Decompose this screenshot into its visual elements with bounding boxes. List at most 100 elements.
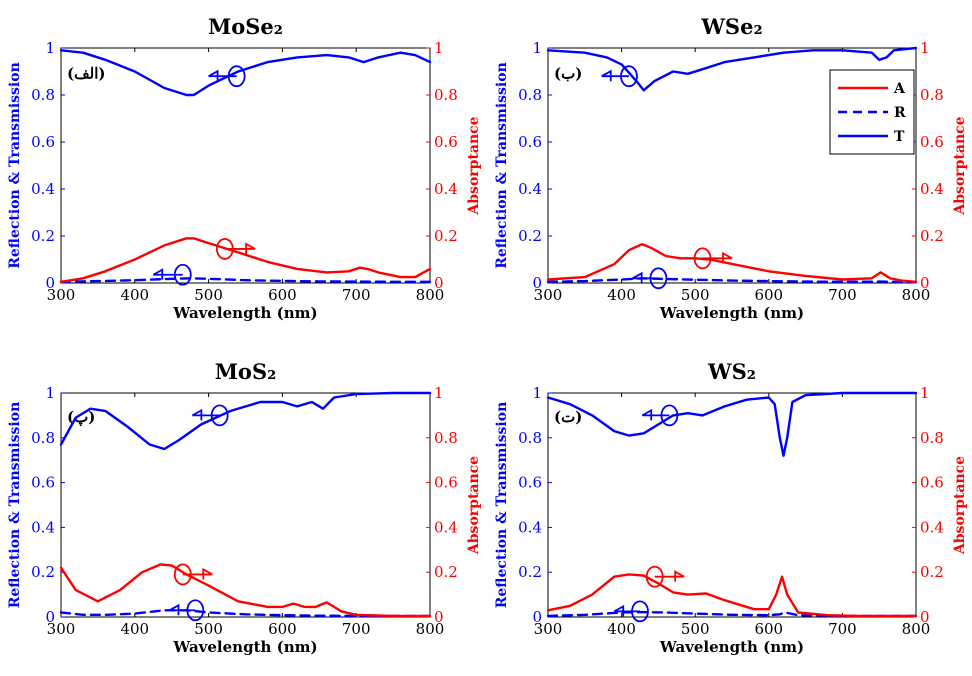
x-axis-label: Wavelength (nm) [659,304,804,322]
y-axis-label-left: Reflection & Transmission [494,402,510,608]
y2-tick-label: 1 [434,384,444,402]
y-tick-label: 0 [532,274,542,292]
annotation-arrowhead-T [641,408,653,421]
annotation-arrowhead-T [191,408,203,421]
chart-title: MoS₂ [215,359,277,384]
chart-title: WS₂ [707,359,756,384]
y-axis-label-right: Absorptance [952,456,968,555]
y-tick-label: 0.4 [31,180,55,198]
y2-tick-label: 0.4 [434,518,458,536]
x-tick-label: 500 [194,620,223,638]
x-tick-label: 400 [607,620,636,638]
x-tick-label: 400 [607,286,636,304]
chart-title: MoSe₂ [208,14,283,39]
series-line-A [59,563,432,618]
plot-frame [547,47,917,284]
x-tick-label: 700 [828,286,857,304]
x-tick-label: 500 [194,286,223,304]
panel-label: (الف) [67,65,105,83]
y-tick-label: 0 [532,608,542,626]
series-line-T [59,49,432,97]
panel-label: (ب) [554,65,582,83]
y-tick-label: 0.6 [31,133,55,151]
x-axis-label: Wavelength (nm) [172,304,317,322]
y2-tick-label: 0.2 [434,227,458,245]
y2-tick-label: 0.4 [920,180,944,198]
y-tick-label: 0.6 [518,474,542,492]
legend-label-R: R [894,105,906,121]
y-tick-label: 0.4 [31,518,55,536]
x-tick-label: 300 [47,620,76,638]
series-line-R [59,609,432,618]
y2-tick-label: 0.4 [920,518,944,536]
y2-tick-label: 0.2 [920,227,944,245]
y-tick-label: 1 [532,384,542,402]
annotation-arrowhead-A [245,242,256,254]
x-axis-label: Wavelength (nm) [172,638,317,656]
x-tick-label: 600 [268,620,297,638]
y2-tick-label: 0.8 [920,429,944,447]
x-tick-label: 700 [342,286,371,304]
y2-tick-label: 0.8 [920,86,944,104]
x-tick-label: 300 [47,286,76,304]
y2-tick-label: 0 [434,274,444,292]
annotation-arrowhead-A [674,570,685,582]
chart-title: WSe₂ [700,14,762,39]
x-tick-label: 800 [416,286,445,304]
y-tick-label: 1 [45,384,55,402]
y2-tick-label: 0.2 [920,563,944,581]
y-tick-label: 0.8 [518,86,542,104]
x-tick-label: 600 [754,286,783,304]
y-tick-label: 0.8 [31,429,55,447]
annotation-arrowhead-R [613,604,625,617]
x-tick-label: 600 [268,286,297,304]
annotation-arrowhead-R [632,271,643,284]
x-tick-label: 800 [902,286,931,304]
y2-tick-label: 0.8 [434,86,458,104]
series-line-T [546,391,918,457]
x-tick-label: 500 [681,620,710,638]
y-tick-label: 0.2 [518,563,542,581]
y2-tick-label: 0.2 [434,563,458,581]
x-tick-label: 700 [342,620,371,638]
annotation-arrowhead-T [601,69,612,82]
y-tick-label: 1 [45,39,55,57]
legend-label-A: A [893,81,906,97]
y2-tick-label: 0.6 [434,474,458,492]
annotation-arrowhead-R [152,268,164,280]
x-tick-label: 700 [828,620,857,638]
series-line-R [59,277,432,283]
y-tick-label: 0.2 [31,563,55,581]
x-tick-label: 500 [681,286,710,304]
y-axis-label-left: Reflection & Transmission [7,402,23,608]
x-tick-label: 600 [754,620,783,638]
y2-tick-label: 0 [434,608,444,626]
x-tick-label: 800 [416,620,445,638]
annotation-arrowhead-R [169,603,180,616]
x-tick-label: 400 [120,620,149,638]
y-tick-label: 0.4 [518,518,542,536]
y2-tick-label: 1 [920,39,930,57]
y-tick-label: 0.4 [518,180,542,198]
y2-tick-label: 0.6 [920,133,944,151]
y-tick-label: 1 [532,39,542,57]
plot-frame [60,47,431,284]
y-tick-label: 0.2 [518,227,542,245]
y2-tick-label: 0.6 [434,133,458,151]
y-tick-label: 0 [45,274,55,292]
legend-label-T: T [894,129,905,145]
y-tick-label: 0.6 [518,133,542,151]
y-axis-label-left: Reflection & Transmission [7,62,23,268]
y-tick-label: 0.6 [31,474,55,492]
series-line-A [59,237,432,283]
y-axis-label-right: Absorptance [952,116,968,215]
y2-tick-label: 1 [920,384,930,402]
plot-frame [547,392,917,618]
y-axis-label-left: Reflection & Transmission [494,62,510,268]
y-tick-label: 0.8 [518,429,542,447]
